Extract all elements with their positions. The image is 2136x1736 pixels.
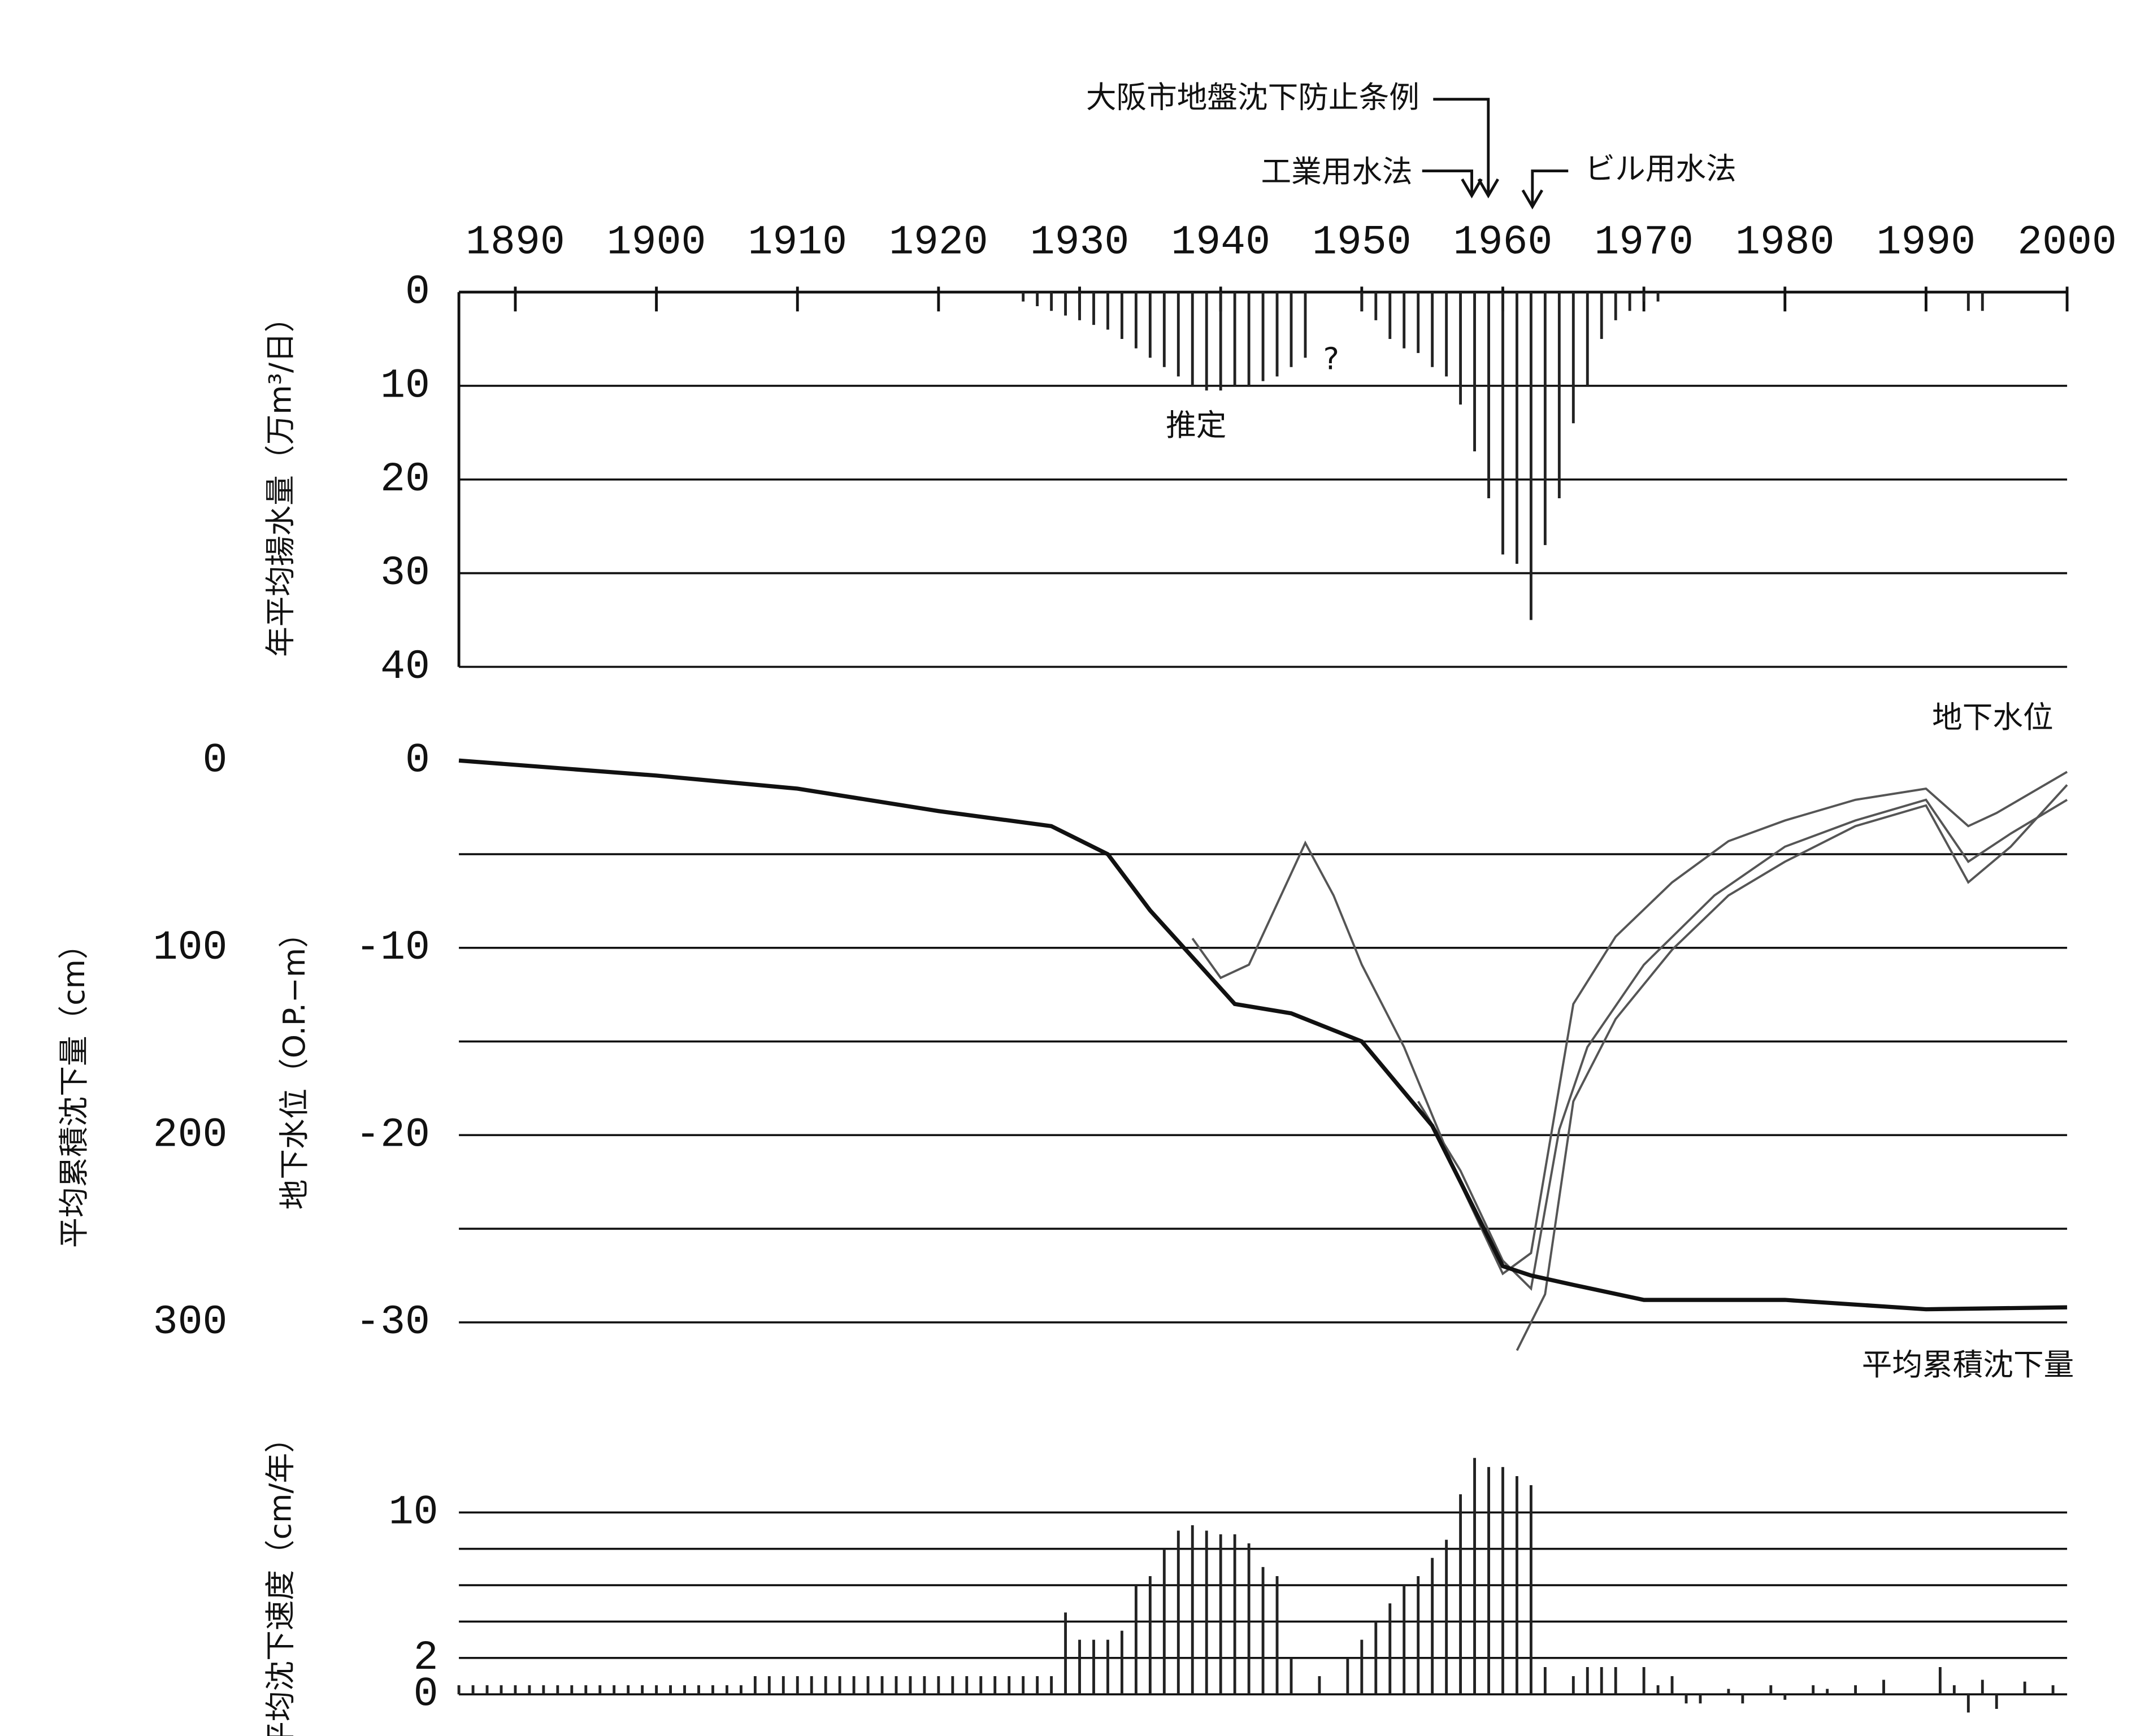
annotation: 工業用水法	[1261, 154, 1412, 189]
x-tick-label: 1950	[1312, 219, 1412, 266]
y-tick-label: 30	[380, 550, 430, 597]
annotation: ?	[1323, 341, 1339, 377]
series-label: 地下水位	[1932, 699, 2053, 735]
x-tick-label: 1970	[1594, 219, 1694, 266]
y-axis-title: 平均累積沈下量（cm）	[56, 929, 92, 1248]
x-tick-label: 1980	[1735, 219, 1835, 266]
series-line	[458, 758, 2068, 1312]
arrow	[1521, 169, 1569, 210]
annotation: ビル用水法	[1585, 151, 1736, 186]
y2-tick-label: 200	[153, 1112, 228, 1159]
arrow	[1433, 98, 1499, 199]
x-tick-label: 1960	[1453, 219, 1553, 266]
y-tick-label: 10	[389, 1489, 439, 1536]
x-tick-label: 1910	[748, 219, 847, 266]
arrow	[1422, 169, 1483, 199]
series-line	[1417, 798, 2068, 1291]
series-label: 平均累積沈下量	[1862, 1347, 2074, 1382]
y-axis-title: 地下水位（O.P.−m）	[276, 917, 312, 1209]
y2-tick-label: 0	[202, 737, 227, 784]
x-tick-label: 1930	[1030, 219, 1130, 266]
x-tick-label: 1990	[1877, 219, 1976, 266]
annotation: 大阪市地盤沈下防止条例	[1086, 79, 1419, 115]
y-tick-label: 10	[380, 362, 430, 409]
y-tick-label: -30	[355, 1299, 430, 1346]
y-tick-label: 0	[405, 268, 430, 315]
y-tick-label: -10	[355, 924, 430, 971]
series-line	[1191, 771, 2068, 1276]
y-tick-label: 40	[380, 643, 430, 690]
y-tick-label: 2	[414, 1634, 439, 1681]
annotation: 推定	[1166, 407, 1226, 443]
y-axis-title: 年平均揚水量（万m³/日）	[263, 302, 298, 657]
x-tick-label: 1890	[466, 219, 565, 266]
series-line	[1516, 784, 2068, 1351]
x-tick-label: 1920	[889, 219, 988, 266]
y2-tick-label: 100	[153, 924, 228, 971]
y-tick-label: 0	[414, 1671, 439, 1718]
y2-tick-label: 300	[153, 1299, 228, 1346]
y-tick-label: 0	[405, 737, 430, 784]
x-tick-label: 1900	[607, 219, 706, 266]
y-tick-label: -20	[355, 1112, 430, 1159]
y-axis-title: 平均沈下速度（cm/年）	[263, 1422, 298, 1736]
y-tick-label: 20	[380, 456, 430, 503]
x-tick-label: 2000	[2017, 219, 2117, 266]
x-tick-label: 1940	[1171, 219, 1270, 266]
